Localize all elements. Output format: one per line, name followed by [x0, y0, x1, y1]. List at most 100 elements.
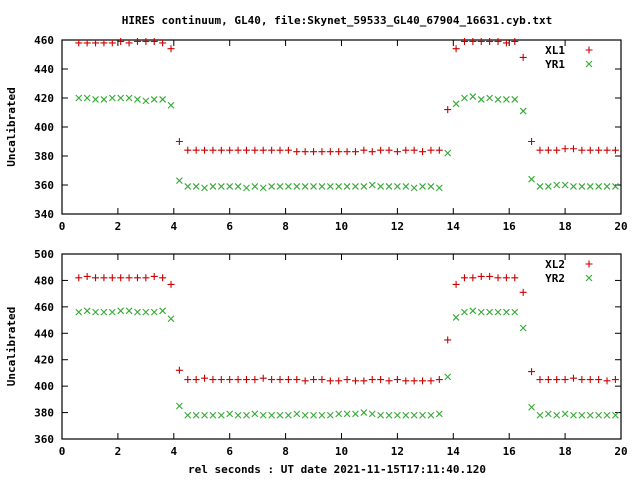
data-point-xl2 — [536, 376, 544, 384]
x-tick-label: 2 — [115, 220, 122, 233]
data-point-xl2 — [385, 377, 393, 385]
data-point-yr1 — [469, 93, 477, 100]
y-tick-label: 460 — [34, 34, 54, 47]
data-point-yr2 — [276, 411, 284, 419]
data-point-xl1 — [242, 146, 250, 154]
data-point-yr2 — [217, 411, 225, 419]
data-point-xl1 — [201, 146, 209, 154]
data-point-yr1 — [276, 183, 284, 190]
data-point-xl1 — [595, 146, 603, 154]
data-point-yr2 — [477, 308, 485, 316]
x-tick-label: 6 — [226, 445, 233, 458]
x-axis-label: rel seconds : UT date 2021-11-15T17:11:4… — [188, 463, 486, 476]
data-point-yr1 — [444, 149, 452, 157]
data-point-xl2 — [150, 272, 158, 280]
data-point-yr2 — [268, 411, 276, 419]
data-point-yr2 — [293, 410, 301, 418]
legend-marker-xl2 — [585, 260, 593, 268]
data-point-xl2 — [528, 368, 536, 376]
data-point-xl2 — [284, 376, 292, 384]
data-point-yr2 — [326, 411, 334, 419]
data-point-yr2 — [150, 308, 158, 316]
data-point-yr2 — [134, 308, 141, 316]
data-point-xl2 — [217, 376, 225, 384]
x-tick-label: 0 — [59, 220, 66, 233]
data-point-xl1 — [544, 146, 552, 154]
data-point-xl2 — [175, 366, 183, 374]
data-point-yr1 — [167, 101, 175, 109]
y-tick-label: 380 — [34, 407, 54, 420]
y-tick-label: 440 — [34, 327, 54, 340]
y-tick-label: 340 — [34, 208, 54, 221]
data-point-yr2 — [318, 411, 326, 419]
data-point-xl1 — [511, 37, 519, 45]
data-point-xl2 — [293, 376, 301, 384]
data-point-xl1 — [284, 146, 292, 154]
data-point-yr2 — [209, 411, 217, 419]
y-axis-label: Uncalibrated — [5, 87, 18, 166]
data-point-xl1 — [159, 39, 167, 47]
data-point-xl1 — [125, 39, 133, 47]
data-point-xl2 — [108, 274, 116, 282]
data-point-yr1 — [603, 183, 611, 190]
x-tick-label: 12 — [391, 445, 404, 458]
data-point-yr1 — [217, 183, 225, 190]
data-point-xl1 — [528, 138, 536, 145]
data-point-yr2 — [167, 315, 175, 323]
data-point-yr2 — [259, 411, 267, 419]
data-point-yr1 — [477, 96, 485, 103]
data-point-yr1 — [259, 184, 267, 192]
data-point-xl2 — [611, 376, 619, 384]
data-point-yr2 — [494, 308, 502, 316]
data-point-xl1 — [460, 37, 468, 45]
data-point-yr2 — [343, 410, 351, 418]
data-point-yr1 — [352, 183, 359, 190]
data-point-yr2 — [75, 308, 83, 316]
data-point-xl2 — [251, 376, 259, 384]
data-point-xl1 — [268, 146, 276, 154]
data-point-xl2 — [427, 377, 435, 385]
legend-label-xl1: XL1 — [545, 44, 565, 57]
data-point-yr2 — [536, 411, 544, 419]
data-point-yr1 — [192, 183, 200, 190]
data-point-yr2 — [419, 411, 426, 419]
data-point-yr1 — [570, 183, 577, 190]
data-point-xl1 — [301, 148, 309, 156]
data-point-xl2 — [519, 288, 527, 296]
data-point-yr1 — [519, 107, 527, 115]
data-point-xl2 — [469, 274, 477, 282]
data-point-xl1 — [469, 37, 477, 45]
data-point-yr1 — [452, 100, 460, 108]
x-tick-label: 0 — [59, 445, 66, 458]
data-point-yr2 — [360, 409, 368, 416]
data-point-yr2 — [192, 411, 200, 419]
data-point-yr1 — [251, 183, 259, 190]
data-point-yr1 — [394, 183, 401, 190]
data-point-yr2 — [226, 410, 234, 418]
data-point-yr1 — [385, 183, 393, 190]
data-point-xl1 — [536, 146, 544, 154]
data-point-yr2 — [368, 410, 376, 418]
data-point-xl1 — [427, 146, 435, 154]
data-point-yr2 — [519, 324, 527, 332]
data-point-xl2 — [419, 377, 427, 385]
data-point-xl2 — [92, 274, 100, 282]
y-tick-label: 460 — [34, 301, 54, 314]
data-point-yr2 — [612, 411, 619, 419]
data-point-xl1 — [419, 148, 427, 156]
data-point-yr1 — [544, 183, 552, 190]
x-tick-label: 14 — [447, 220, 461, 233]
data-point-xl1 — [351, 148, 359, 156]
data-point-yr1 — [343, 183, 351, 190]
data-point-yr2 — [310, 411, 317, 419]
data-point-xl2 — [494, 274, 502, 282]
data-point-yr2 — [184, 411, 192, 419]
data-point-xl1 — [133, 37, 141, 45]
data-point-xl1 — [519, 53, 527, 61]
data-point-xl2 — [268, 376, 276, 384]
data-point-yr2 — [125, 307, 133, 315]
data-point-yr1 — [427, 183, 435, 190]
data-point-xl1 — [586, 146, 594, 154]
data-point-xl2 — [192, 376, 200, 384]
